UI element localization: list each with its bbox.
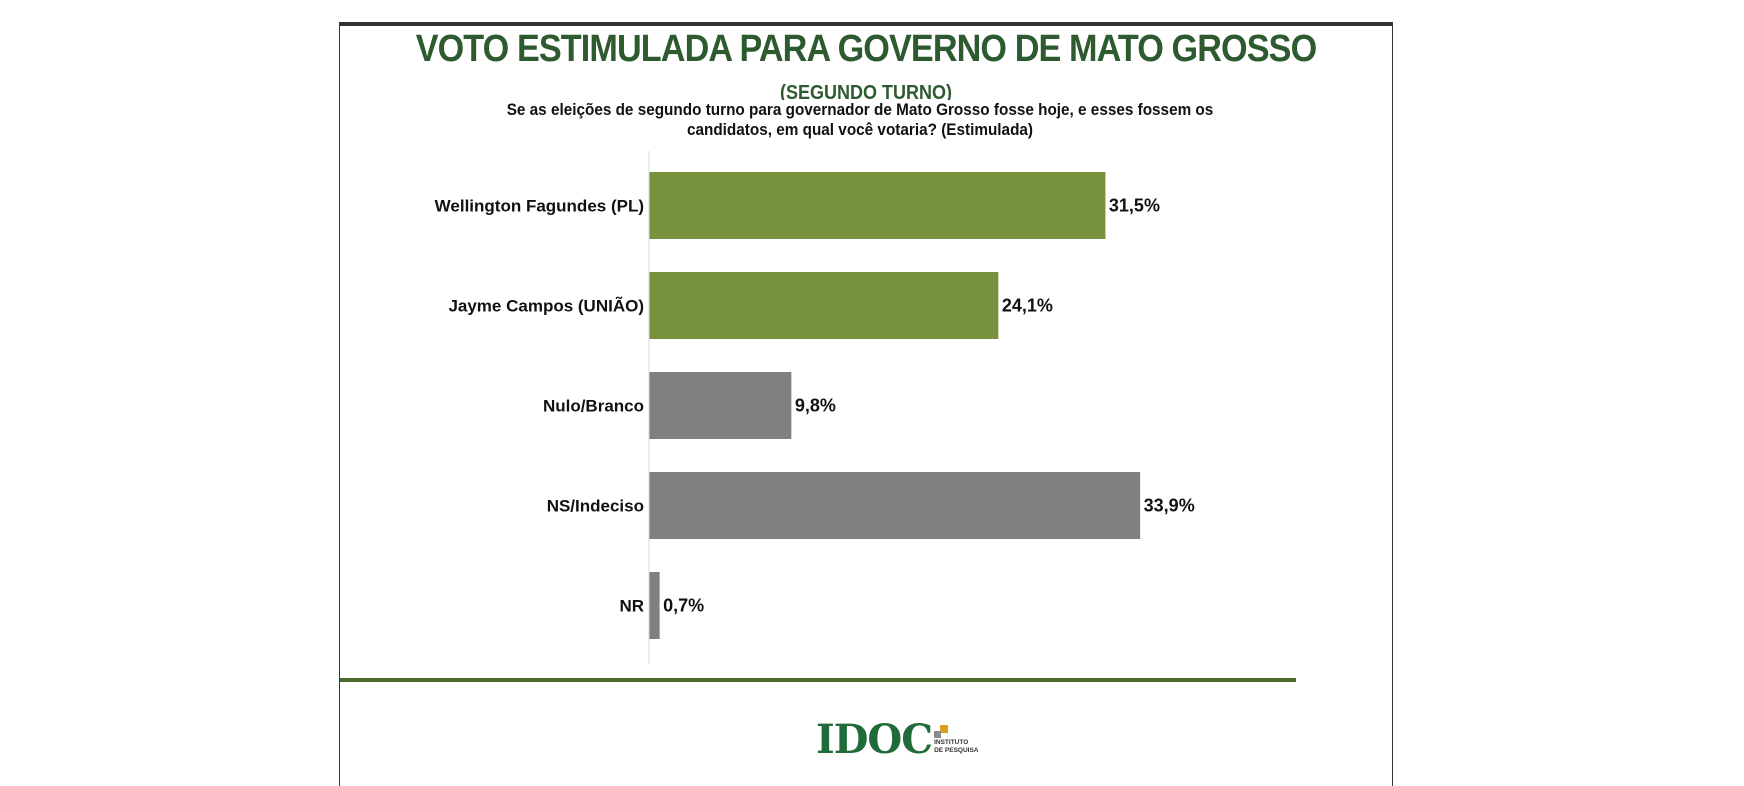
chart-title: VOTO ESTIMULADA PARA GOVERNO DE MATO GRO… (415, 28, 1318, 70)
subtitle-clip: (SEGUNDO TURNO) (340, 74, 1392, 100)
logo-tagline-2: DE PESQUISA (934, 746, 979, 754)
chart-subtitle: (SEGUNDO TURNO) (779, 82, 952, 100)
logo-wordmark: IDOC (816, 716, 933, 763)
category-label: NS/Indeciso (547, 497, 644, 516)
footer-divider (340, 678, 1296, 682)
idoc-logo: IDOC INSTITUTO DE PESQUISA (816, 716, 979, 763)
data-label: 24,1% (1002, 296, 1053, 316)
bar (649, 372, 792, 439)
data-label: 31,5% (1109, 196, 1160, 216)
data-label: 33,9% (1144, 496, 1195, 516)
report-page: VOTO ESTIMULADA PARA GOVERNO DE MATO GRO… (339, 22, 1393, 786)
logo-squares-icon (934, 724, 950, 739)
category-label: Jayme Campos (UNIÃO) (448, 296, 644, 316)
data-label: 0,7% (663, 596, 704, 616)
bar (649, 572, 660, 639)
bar (649, 272, 999, 339)
bar (649, 472, 1141, 539)
data-label: 9,8% (795, 396, 836, 416)
survey-question: Se as eleições de segundo turno para gov… (506, 100, 1214, 139)
logo-tagline-1: INSTITUTO (934, 738, 969, 746)
bar-chart: Wellington Fagundes (PL) 31,5% Jayme Campo… (435, 151, 1195, 664)
category-label: Nulo/Branco (543, 397, 644, 416)
category-label: NR (619, 597, 644, 616)
category-label: Wellington Fagundes (PL) (435, 197, 644, 216)
logo-side: INSTITUTO DE PESQUISA (934, 724, 979, 755)
bar (649, 172, 1106, 239)
